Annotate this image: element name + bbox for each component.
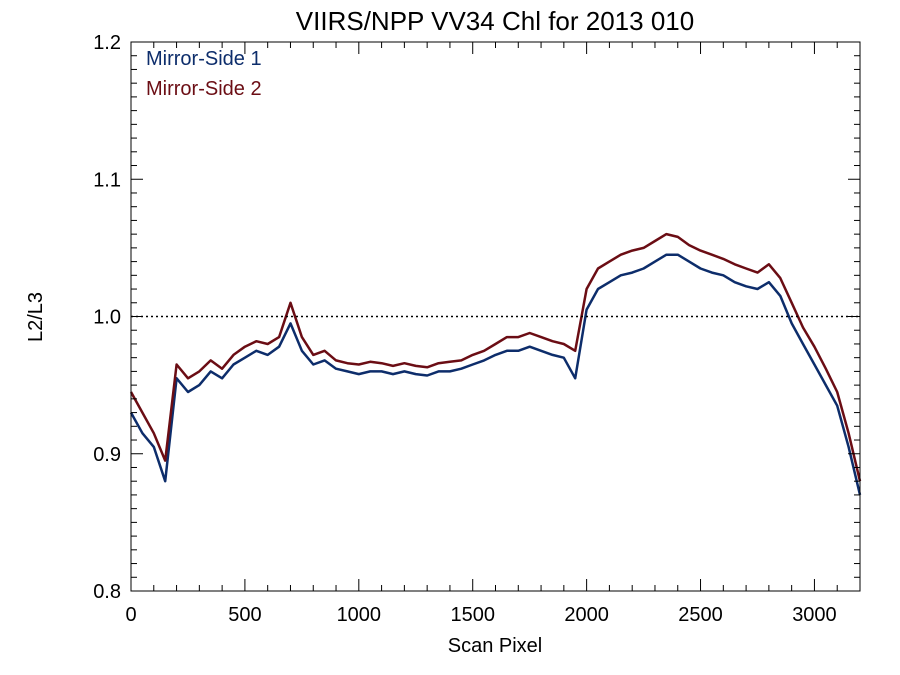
- chart-title: VIIRS/NPP VV34 Chl for 2013 010: [296, 6, 694, 36]
- series-line-2: [129, 232, 862, 482]
- x-tick-label: 500: [228, 604, 261, 626]
- plot-frame: [130, 41, 861, 592]
- x-tick-label: 0: [125, 604, 136, 626]
- axis-ticks: [130, 41, 861, 592]
- x-tick-label: 1000: [337, 604, 382, 626]
- legend-mirror-side-2: Mirror-Side 2: [146, 78, 262, 100]
- axis-tick-labels: 0 500 1000 1500 2000 2500 3000 0.8 0.9 1.0 1.1 1.2: [93, 32, 837, 626]
- y-axis-label: L2/L3: [25, 292, 47, 342]
- y-tick-label: 0.9: [93, 444, 121, 466]
- x-tick-label: 2000: [564, 604, 609, 626]
- x-tick-label: 3000: [792, 604, 837, 626]
- plot-lines: [129, 232, 862, 496]
- y-tick-label: 0.8: [93, 581, 121, 603]
- x-axis-label: Scan Pixel: [448, 635, 543, 657]
- x-tick-label: 2500: [678, 604, 723, 626]
- y-tick-label: 1.2: [93, 32, 121, 54]
- series-line-1: [129, 253, 862, 496]
- y-tick-label: 1.1: [93, 169, 121, 191]
- x-tick-label: 1500: [450, 604, 495, 626]
- y-tick-label: 1.0: [93, 307, 121, 329]
- legend-mirror-side-1: Mirror-Side 1: [146, 48, 262, 70]
